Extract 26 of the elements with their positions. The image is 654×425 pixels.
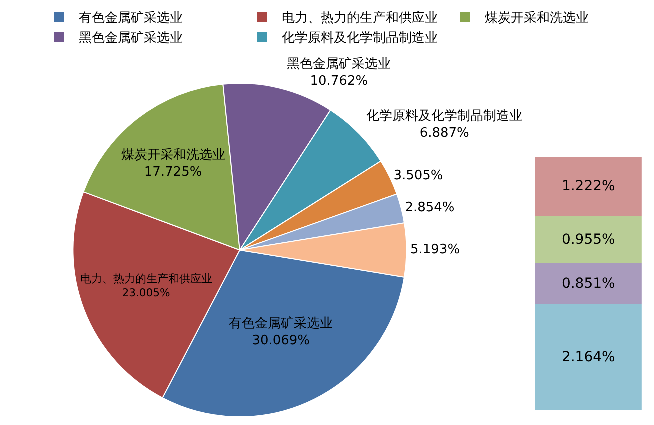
- data-label: 1.222%: [562, 178, 616, 195]
- slice-label: 化学原料及化学制品制造业: [366, 109, 523, 124]
- data-label: 5.193%: [410, 242, 460, 258]
- legend-label: 化学原料及化学制品制造业: [282, 31, 438, 46]
- data-label: 30.069%: [252, 334, 310, 349]
- legend-label: 电力、热力的生产和供应业: [282, 10, 438, 26]
- slice-label: 黑色金属矿采选业: [287, 57, 392, 72]
- slice-label: 有色金属矿采选业: [229, 316, 334, 332]
- bar: [535, 263, 642, 305]
- legend-label: 有色金属矿采选业: [79, 11, 183, 26]
- bar: [535, 216, 642, 264]
- data-label: 23.005%: [122, 286, 170, 300]
- data-label: 2.164%: [562, 350, 616, 366]
- legend-label: 黑色金属矿采选业: [79, 31, 183, 46]
- legend-label: 煤炭开采和洗选业: [485, 11, 589, 26]
- slice-label: 电力、热力的生产和供应业: [80, 272, 212, 286]
- data-label: 0.851%: [562, 276, 616, 292]
- data-label: 6.887%: [420, 126, 470, 142]
- data-label: 10.762%: [310, 74, 368, 90]
- bar: [535, 156, 642, 217]
- data-label: 2.854%: [405, 200, 455, 216]
- slice-label: 煤炭开采和洗选业: [121, 148, 226, 163]
- data-label: 0.955%: [562, 232, 616, 248]
- data-label: 3.505%: [394, 168, 444, 184]
- data-label: 17.725%: [144, 164, 202, 180]
- bar: [535, 304, 642, 410]
